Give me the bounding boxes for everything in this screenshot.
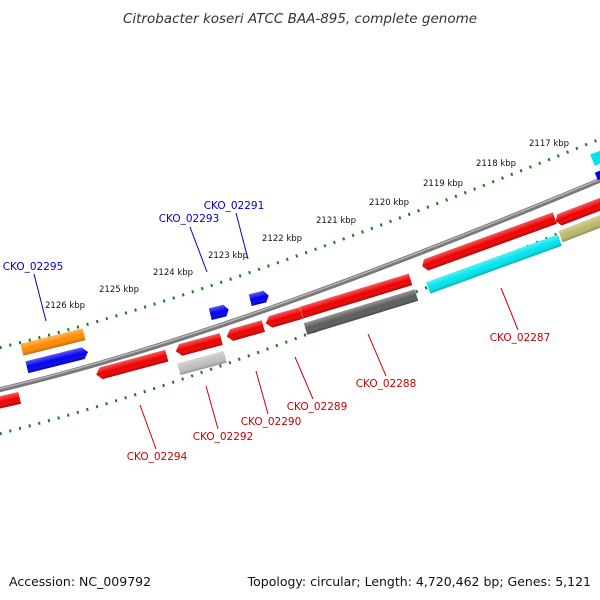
gene-red-forward-2[interactable] [420, 212, 557, 272]
gene-cko-02288[interactable] [303, 289, 419, 335]
gene-red-forward-3[interactable] [554, 195, 600, 227]
kbp-label: 2121 kbp [316, 216, 356, 226]
genome-backbone-highlight [0, 178, 600, 390]
forward-genes [20, 148, 600, 374]
kbp-label: 2124 kbp [153, 268, 193, 278]
leader-line-cko-02294 [139, 404, 157, 450]
gene-labels: CKO_02295 CKO_02293 CKO_02291 CKO_02294 … [3, 200, 551, 463]
leader-line-cko-02288 [367, 333, 387, 377]
gene-label-cko-02292: CKO_02292 [193, 431, 254, 443]
kbp-label: 2125 kbp [99, 285, 139, 295]
leader-lines [33, 212, 519, 450]
gene-khaki-edge[interactable] [558, 213, 600, 243]
gene-cko-02293[interactable] [208, 304, 230, 320]
gene-label-cko-02288: CKO_02288 [356, 378, 417, 390]
kbp-label: 2119 kbp [423, 179, 463, 189]
gene-cko-02292[interactable] [177, 350, 227, 376]
kbp-label: 2123 kbp [208, 251, 248, 261]
gene-label-cko-02294: CKO_02294 [127, 451, 188, 463]
genome-stats-text: Topology: circular; Length: 4,720,462 bp… [247, 574, 591, 589]
outer-tick-ring [0, 137, 600, 350]
scale-labels: 2117 kbp 2118 kbp 2119 kbp 2120 kbp 2121… [45, 139, 569, 311]
gene-red-left-edge[interactable] [0, 392, 21, 410]
gene-cko-02291[interactable] [248, 290, 270, 306]
genome-backbone [0, 177, 600, 393]
gene-cko-02294[interactable] [95, 349, 169, 380]
gene-red-02293-pair[interactable] [174, 333, 223, 357]
leader-line-cko-02290 [255, 370, 269, 415]
leader-line-cko-02289 [294, 356, 314, 400]
gene-orange[interactable] [20, 328, 86, 356]
gene-cko-02287[interactable] [426, 234, 562, 294]
gene-blue-edge[interactable] [594, 169, 600, 181]
kbp-label: 2117 kbp [529, 139, 569, 149]
map-title: Citrobacter koseri ATCC BAA-895, complet… [123, 11, 477, 27]
gene-cko-02295[interactable] [25, 346, 89, 374]
gene-cko-02290[interactable] [225, 320, 265, 342]
kbp-label: 2118 kbp [476, 159, 516, 169]
leader-line-cko-02287 [500, 287, 519, 331]
gene-label-cko-02290: CKO_02290 [241, 416, 302, 428]
reverse-genes [0, 213, 600, 410]
gene-label-cko-02293: CKO_02293 [159, 213, 220, 225]
leader-line-cko-02291 [235, 212, 249, 260]
kbp-label: 2126 kbp [45, 301, 85, 311]
leader-line-cko-02293 [189, 226, 208, 273]
gene-label-cko-02295: CKO_02295 [3, 261, 64, 273]
gene-cko-02289[interactable] [264, 307, 303, 329]
leader-line-cko-02295 [33, 273, 47, 322]
leader-line-cko-02292 [205, 385, 219, 430]
accession-text: Accession: NC_009792 [9, 574, 151, 589]
gene-label-cko-02291: CKO_02291 [204, 200, 265, 212]
gene-red-forward[interactable] [299, 273, 413, 319]
gene-cyan-edge[interactable] [590, 148, 600, 166]
gene-label-cko-02287: CKO_02287 [490, 332, 551, 344]
kbp-label: 2120 kbp [369, 198, 409, 208]
gene-label-cko-02289: CKO_02289 [287, 401, 348, 413]
kbp-label: 2122 kbp [262, 234, 302, 244]
